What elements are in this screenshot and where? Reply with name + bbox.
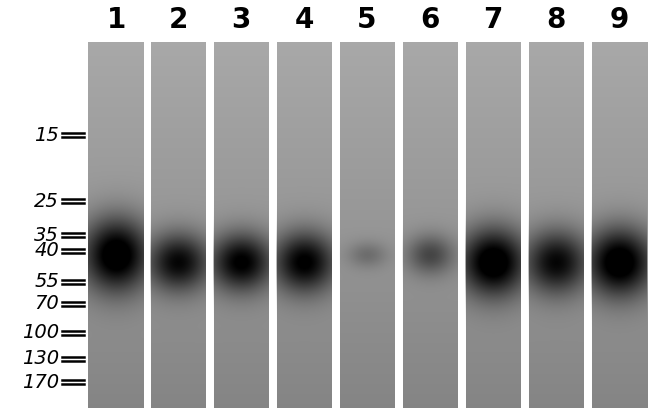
Text: 5: 5 bbox=[358, 6, 377, 34]
Text: 170: 170 bbox=[22, 373, 59, 392]
Text: 7: 7 bbox=[484, 6, 502, 34]
Text: 6: 6 bbox=[421, 6, 439, 34]
Text: 70: 70 bbox=[34, 294, 59, 313]
Text: 3: 3 bbox=[231, 6, 251, 34]
Text: 4: 4 bbox=[294, 6, 314, 34]
Text: 8: 8 bbox=[546, 6, 566, 34]
Text: 9: 9 bbox=[610, 6, 629, 34]
Text: 35: 35 bbox=[34, 226, 59, 245]
Text: 100: 100 bbox=[22, 324, 59, 342]
Text: 40: 40 bbox=[34, 241, 59, 260]
Text: 25: 25 bbox=[34, 192, 59, 211]
Text: 55: 55 bbox=[34, 272, 59, 291]
Text: 2: 2 bbox=[168, 6, 188, 34]
Text: 130: 130 bbox=[22, 349, 59, 368]
Text: 1: 1 bbox=[107, 6, 125, 34]
Text: 15: 15 bbox=[34, 126, 59, 145]
